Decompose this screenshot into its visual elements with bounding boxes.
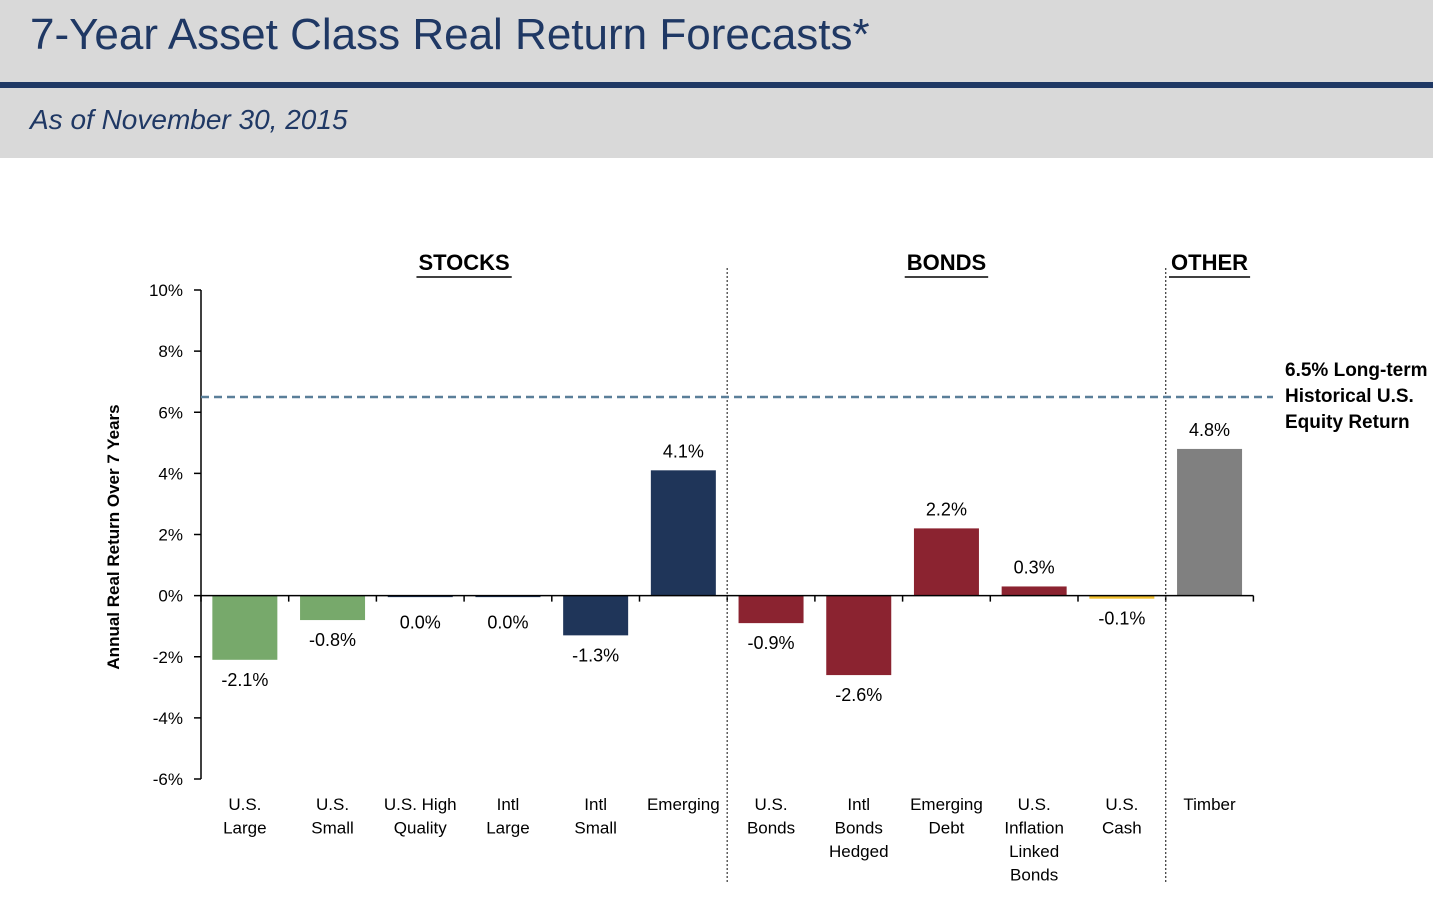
- category-label: Bonds: [1010, 866, 1058, 885]
- category-label: Linked: [1009, 842, 1059, 861]
- y-tick-label: 0%: [158, 587, 183, 606]
- bar: [738, 595, 804, 624]
- data-label: 0.3%: [1014, 557, 1055, 577]
- bar: [563, 595, 629, 636]
- category-label: Hedged: [829, 842, 889, 861]
- category-label: Large: [223, 819, 266, 838]
- category-label: Emerging: [910, 795, 983, 814]
- data-label: 4.1%: [663, 441, 704, 461]
- data-label: 0.0%: [400, 613, 441, 633]
- category-label: U.S. High: [384, 795, 457, 814]
- y-tick-label: -6%: [153, 770, 183, 789]
- category-label: Small: [311, 819, 354, 838]
- category-label: Emerging: [647, 795, 720, 814]
- page-subtitle: As of November 30, 2015: [30, 104, 348, 135]
- group-header: BONDS: [907, 250, 986, 275]
- data-label: -2.1%: [221, 670, 268, 690]
- category-label: U.S.: [316, 795, 349, 814]
- data-label: -0.9%: [748, 633, 795, 653]
- data-label: 4.8%: [1189, 420, 1230, 440]
- reference-line-label: Historical U.S.: [1285, 386, 1414, 407]
- subtitle-band: As of November 30, 2015: [0, 88, 1433, 158]
- data-label: 0.0%: [487, 613, 528, 633]
- bar: [1001, 586, 1067, 596]
- bar: [826, 595, 892, 676]
- category-label: Large: [486, 819, 529, 838]
- category-label: Bonds: [747, 819, 795, 838]
- bar: [1177, 448, 1243, 596]
- title-divider: [0, 82, 1433, 88]
- group-header: OTHER: [1171, 250, 1248, 275]
- group-header: STOCKS: [418, 250, 509, 275]
- data-label: -2.6%: [835, 685, 882, 705]
- bar: [913, 528, 979, 596]
- y-tick-label: 6%: [158, 403, 183, 422]
- data-label: 2.2%: [926, 499, 967, 519]
- category-label: Quality: [394, 819, 447, 838]
- category-label: Inflation: [1004, 819, 1064, 838]
- data-label: -1.3%: [572, 645, 619, 665]
- y-tick-label: -2%: [153, 648, 183, 667]
- bar: [212, 595, 278, 660]
- category-label: U.S.: [755, 795, 788, 814]
- category-label: U.S.: [228, 795, 261, 814]
- category-label: Bonds: [835, 819, 883, 838]
- page-title: 7-Year Asset Class Real Return Forecasts…: [30, 10, 870, 59]
- category-label: Intl: [584, 795, 607, 814]
- bar: [1089, 595, 1155, 599]
- y-tick-label: 2%: [158, 526, 183, 545]
- category-label: U.S.: [1018, 795, 1051, 814]
- y-tick-label: 4%: [158, 464, 183, 483]
- category-label: Intl: [847, 795, 870, 814]
- y-tick-label: -4%: [153, 709, 183, 728]
- reference-line-label: Equity Return: [1285, 412, 1410, 433]
- reference-line-label: 6.5% Long-term: [1285, 360, 1428, 381]
- category-label: Intl: [497, 795, 520, 814]
- y-tick-label: 8%: [158, 342, 183, 361]
- y-axis-title: Annual Real Return Over 7 Years: [104, 404, 123, 669]
- data-label: -0.8%: [309, 630, 356, 650]
- title-band: 7-Year Asset Class Real Return Forecasts…: [0, 0, 1433, 82]
- category-label: U.S.: [1105, 795, 1138, 814]
- data-label: -0.1%: [1098, 609, 1145, 629]
- category-label: Cash: [1102, 819, 1142, 838]
- category-label: Debt: [928, 819, 964, 838]
- category-label: Small: [574, 819, 617, 838]
- y-tick-label: 10%: [149, 281, 183, 300]
- category-label: Timber: [1183, 795, 1236, 814]
- bar: [650, 470, 716, 596]
- bar: [300, 595, 366, 621]
